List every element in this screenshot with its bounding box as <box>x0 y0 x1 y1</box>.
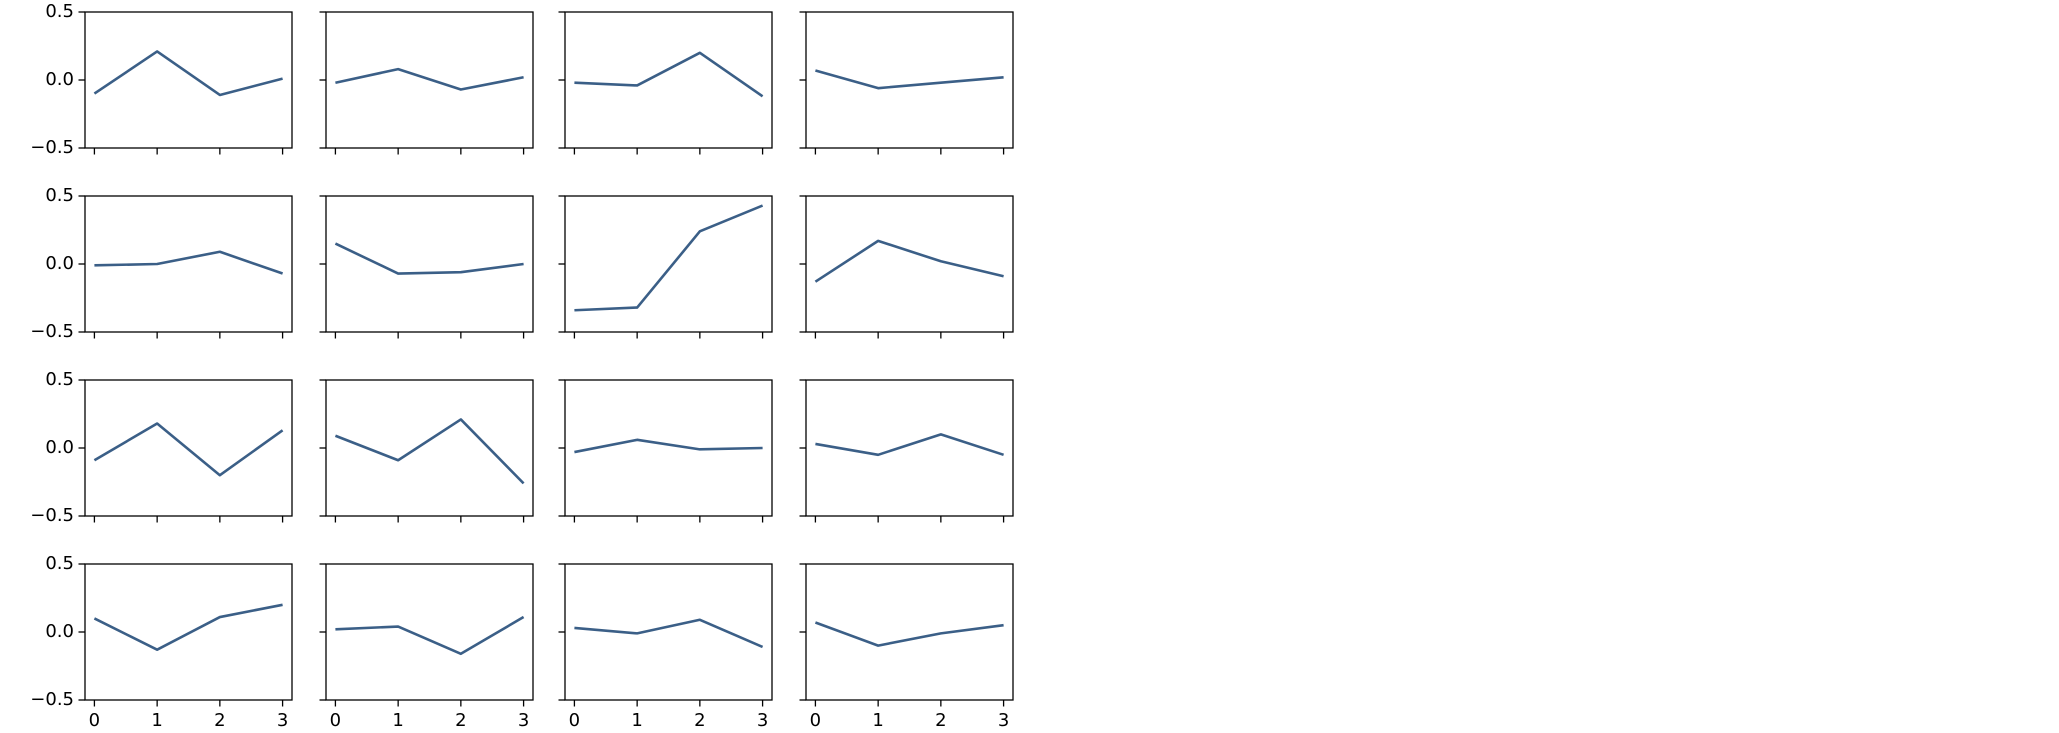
line-series <box>574 438 763 454</box>
line-series <box>93 603 283 651</box>
x-tick-label: 1 <box>151 710 162 731</box>
line-series <box>574 51 764 98</box>
plot-frame <box>805 11 1014 149</box>
line-series <box>815 433 1004 457</box>
plot-frame <box>805 563 1014 701</box>
plot-frame <box>84 195 293 333</box>
y-tick-label: 0.5 <box>45 553 74 574</box>
plot-frame <box>84 563 293 701</box>
x-tick-label: 3 <box>518 710 529 731</box>
plot-frame <box>84 379 293 517</box>
plot-frame <box>325 195 534 333</box>
y-tick-label: 0.5 <box>45 1 74 22</box>
y-tick-label: 0.0 <box>45 621 74 642</box>
x-tick-label: 0 <box>569 710 580 731</box>
x-tick-label: 0 <box>810 710 821 731</box>
x-tick-label: 3 <box>277 710 288 731</box>
x-tick-label: 0 <box>330 710 341 731</box>
line-series <box>93 422 284 477</box>
plot-frame <box>325 563 534 701</box>
plot-frame <box>564 195 773 333</box>
line-series <box>814 239 1004 283</box>
plot-frame <box>564 379 773 517</box>
y-tick-label: 0.0 <box>45 437 74 458</box>
x-tick-label: 1 <box>631 710 642 731</box>
y-tick-label: 0.0 <box>45 253 74 274</box>
plot-frame <box>325 379 534 517</box>
x-tick-label: 2 <box>214 710 225 731</box>
line-series <box>815 69 1004 90</box>
y-tick-label: 0.5 <box>45 369 74 390</box>
x-tick-label: 3 <box>998 710 1009 731</box>
plot-frame <box>84 11 293 149</box>
y-tick-label: −0.5 <box>30 137 74 158</box>
x-tick-label: 1 <box>872 710 883 731</box>
plot-frame <box>564 11 773 149</box>
line-series <box>93 50 283 97</box>
y-tick-label: 0.5 <box>45 185 74 206</box>
plot-frame <box>805 195 1014 333</box>
y-tick-label: −0.5 <box>30 321 74 342</box>
x-tick-label: 2 <box>455 710 466 731</box>
plot-frame <box>325 11 534 149</box>
x-tick-label: 2 <box>935 710 946 731</box>
line-series <box>574 204 764 312</box>
y-tick-label: 0.0 <box>45 69 74 90</box>
x-tick-label: 1 <box>392 710 403 731</box>
plot-frame <box>805 379 1014 517</box>
y-tick-label: −0.5 <box>30 689 74 710</box>
line-series <box>814 621 1004 647</box>
line-series <box>574 618 764 649</box>
line-series <box>334 418 525 485</box>
y-tick-label: −0.5 <box>30 505 74 526</box>
plot-frame <box>564 563 773 701</box>
x-tick-label: 2 <box>694 710 705 731</box>
x-tick-label: 0 <box>89 710 100 731</box>
line-series <box>334 242 524 275</box>
x-tick-label: 3 <box>757 710 768 731</box>
line-series <box>94 250 284 275</box>
line-series <box>335 67 524 91</box>
line-series <box>335 615 525 656</box>
